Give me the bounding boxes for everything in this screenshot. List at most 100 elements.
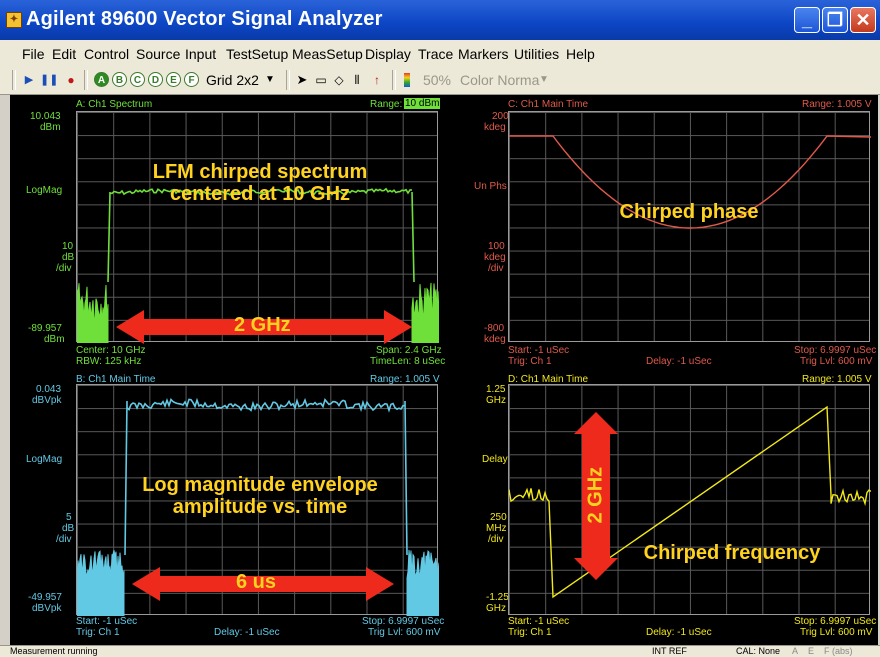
pane-c-top-value: 200 [492, 111, 509, 122]
pane-a-annotation-line2: centered at 10 GHz [169, 183, 351, 205]
bars-icon[interactable]: ⦀ [354, 73, 360, 87]
pane-c-div-unit: kdeg [484, 252, 506, 263]
pane-c-bottom-unit: kdeg [484, 334, 506, 345]
pane-b-range[interactable]: Range: 1.005 V [370, 374, 440, 385]
menu-help[interactable]: Help [566, 46, 595, 62]
pane-c-div-per: /div [488, 263, 504, 274]
pane-a-spectrum-trace [77, 187, 439, 343]
pane-b-annotation-line1: Log magnitude envelope [142, 474, 378, 496]
pane-b-top-unit: dBVpk [32, 395, 62, 406]
minimize-button[interactable]: _ [794, 7, 820, 33]
title-bar: ✦ Agilent 89600 Vector Signal Analyzer _… [0, 0, 880, 40]
menu-source[interactable]: Source [136, 46, 181, 62]
toolbar-separator [392, 70, 396, 90]
trace-f-button[interactable]: F [184, 72, 199, 87]
color-icon [404, 73, 410, 87]
pause-icon[interactable]: ❚❚ [40, 74, 59, 86]
status-cal: CAL: None [736, 646, 781, 656]
pane-a-rbw: RBW: 125 kHz [76, 356, 142, 367]
close-button[interactable]: ✕ [850, 7, 876, 33]
pane-d-bottom-value: -1.25 [486, 592, 509, 603]
toolbar-separator [84, 70, 88, 90]
menu-input[interactable]: Input [185, 46, 217, 62]
pane-d-stop: Stop: 6.9997 uSec [794, 616, 877, 627]
pane-a-div-value: 10 [62, 241, 74, 252]
play-icon[interactable]: ▶ [24, 74, 34, 86]
pane-d-start: Start: -1 uSec [508, 616, 570, 627]
pane-a-title: A: Ch1 Spectrum [76, 99, 153, 110]
pane-d-title: D: Ch1 Main Time [508, 374, 589, 385]
pane-a-range-value[interactable]: 10 dBm [404, 98, 441, 109]
pane-c-scale-type: Un Phs [474, 181, 507, 192]
pane-c-title: C: Ch1 Main Time [508, 99, 589, 110]
pane-a-annotation-line1: LFM chirped spectrum [152, 161, 368, 183]
pane-d-plot-grid[interactable] [508, 384, 871, 615]
pane-a-span: Span: 2.4 GHz [376, 345, 442, 356]
toolbar: ▶ ❚❚ ● A B C D E F Grid 2x2 ▼ ➤ ▭ ◇ ⦀ ↑ … [0, 66, 880, 95]
trace-e-button[interactable]: E [166, 72, 181, 87]
pane-c-div-value: 100 [488, 241, 505, 252]
pane-c-range[interactable]: Range: 1.005 V [802, 99, 872, 110]
record-icon[interactable]: ● [67, 73, 75, 87]
pane-b-envelope-trace [77, 397, 439, 616]
app-logo-icon[interactable]: ✦ [6, 12, 22, 28]
status-flag-a: A [792, 646, 799, 656]
menu-trace[interactable]: Trace [418, 46, 454, 62]
pane-c-delay: Delay: -1 uSec [646, 356, 712, 367]
pane-b-envelope[interactable]: B: Ch1 Main Time Range: 1.005 V 0.043 dB… [10, 370, 444, 645]
menu-utilities[interactable]: Utilities [514, 46, 560, 62]
maximize-button[interactable]: ❐ [822, 7, 848, 33]
pane-d-delay: Delay: -1 uSec [646, 627, 712, 638]
pane-a-range-label: Range: [370, 99, 403, 110]
pane-b-arrow-label: 6 us [236, 571, 277, 593]
pane-a-div-unit: dB [62, 252, 75, 263]
pane-a-center: Center: 10 GHz [76, 345, 146, 356]
trace-a-button[interactable]: A [94, 72, 109, 87]
peak-icon[interactable]: ↑ [374, 73, 380, 87]
pane-b-title: B: Ch1 Main Time [76, 374, 156, 385]
menu-display[interactable]: Display [365, 46, 411, 62]
pane-d-bottom-unit: GHz [486, 603, 506, 614]
pane-a-spectrum[interactable]: A: Ch1 Spectrum Range: 10 dBm 10.043 dBm… [10, 95, 446, 370]
trace-d-button[interactable]: D [148, 72, 163, 87]
menu-control[interactable]: Control [84, 46, 130, 62]
status-bar: Measurement running INT REF CAL: None A … [0, 645, 880, 657]
chevron-down-icon[interactable]: ▼ [265, 74, 275, 85]
pane-d-frequency[interactable]: D: Ch1 Main Time Range: 1.005 V 1.25 GHz… [444, 370, 878, 645]
pane-d-top-value: 1.25 [486, 384, 506, 395]
marker-icon[interactable]: ◇ [334, 73, 344, 87]
pane-b-annotation: Log magnitude envelope amplitude vs. tim… [90, 474, 430, 518]
pane-c-plot-grid[interactable] [508, 111, 871, 342]
trace-c-button[interactable]: C [130, 72, 145, 87]
pane-c-phase[interactable]: C: Ch1 Main Time Range: 1.005 V 200 kdeg… [444, 95, 878, 370]
pane-b-div-value: 5 [66, 512, 72, 523]
grid-layout-select[interactable]: Grid 2x2 [206, 72, 259, 88]
pane-b-bottom-unit: dBVpk [32, 603, 62, 614]
menu-file[interactable]: File [22, 46, 45, 62]
pane-a-div-per: /div [56, 263, 72, 274]
status-ref: INT REF [652, 646, 687, 656]
menu-testsetup[interactable]: TestSetup [226, 46, 289, 62]
pane-c-stop: Stop: 6.9997 uSec [794, 345, 877, 356]
pane-d-range[interactable]: Range: 1.005 V [802, 374, 872, 385]
toolbar-separator [12, 70, 16, 90]
pane-d-trig: Trig: Ch 1 [508, 627, 552, 638]
trace-b-button[interactable]: B [112, 72, 127, 87]
chevron-down-icon[interactable]: ▼ [539, 74, 549, 85]
pane-a-arrow-label: 2 GHz [234, 314, 291, 336]
pointer-icon[interactable]: ➤ [296, 72, 308, 87]
menu-markers[interactable]: Markers [458, 46, 509, 62]
menu-meassetup[interactable]: MeasSetup [292, 46, 363, 62]
pane-a-timelen: TimeLen: 8 uSec [370, 356, 446, 367]
pane-b-trig-level: Trig Lvl: 600 mV [368, 627, 441, 638]
box-icon[interactable]: ▭ [315, 73, 327, 87]
pane-c-trig: Trig: Ch 1 [508, 356, 552, 367]
pane-a-plot-grid[interactable] [76, 111, 439, 343]
pane-c-annotation: Chirped phase [619, 201, 759, 223]
pane-c-trig-level: Trig Lvl: 600 mV [800, 356, 873, 367]
color-normal-select[interactable]: Color Norma [460, 72, 540, 88]
pane-b-bottom-value: -49.957 [28, 592, 62, 603]
pane-d-frequency-trace [509, 405, 871, 599]
menu-edit[interactable]: Edit [52, 46, 77, 62]
pane-b-trig: Trig: Ch 1 [76, 627, 120, 638]
